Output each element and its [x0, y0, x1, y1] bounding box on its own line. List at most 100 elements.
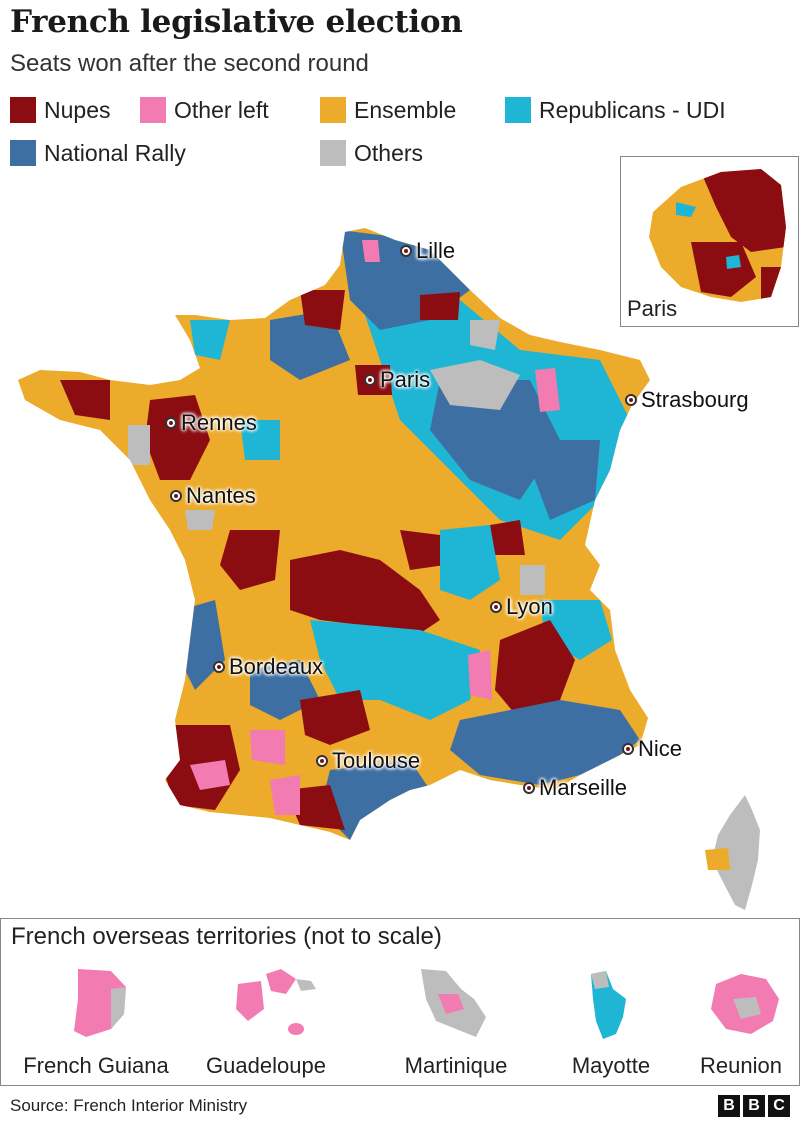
territory-french-guiana: French Guiana [16, 959, 176, 1079]
region-otherleft-meuse [535, 368, 560, 412]
territory-reunion: Reunion [661, 959, 800, 1079]
legend-swatch-others [320, 140, 346, 166]
territory-label: Reunion [700, 1053, 782, 1078]
source-note: Source: French Interior Ministry [10, 1096, 248, 1115]
city-nantes: Nantes [170, 483, 256, 509]
french-guiana-shape [74, 969, 126, 1037]
city-marker-icon [622, 743, 634, 755]
territory-martinique: Martinique [376, 959, 536, 1079]
legend-label: Nupes [44, 96, 111, 123]
legend-swatch-nupes [10, 97, 36, 123]
reunion-shape [711, 974, 779, 1034]
city-lille: Lille [400, 238, 455, 264]
city-label: Bordeaux [229, 654, 324, 679]
guadeloupe-shape [236, 969, 316, 1035]
city-marker-icon [165, 417, 177, 429]
bbc-logo: B B C [718, 1095, 790, 1117]
region-nupes-central [290, 550, 440, 640]
city-label: Nice [638, 736, 683, 761]
legend-item-national-rally: National Rally [10, 138, 186, 168]
city-marker-icon [400, 245, 412, 257]
region-nupes-finistere [60, 380, 110, 420]
city-toulouse: Toulouse [316, 748, 420, 774]
city-label: Strasbourg [641, 387, 749, 412]
city-label: Lille [416, 238, 456, 263]
france-map [18, 228, 760, 910]
chart-subtitle: Seats won after the second round [10, 50, 369, 77]
city-label: Rennes [181, 410, 257, 435]
legend: Nupes Other left Ensemble Republicans - … [10, 95, 790, 173]
legend-item-ensemble: Ensemble [320, 95, 456, 125]
region-nupes-lille-area [420, 292, 460, 320]
corsica-ensemble [705, 848, 730, 870]
region-others-loire [185, 510, 215, 530]
city-bordeaux: Bordeaux [213, 654, 323, 680]
territory-guadeloupe: Guadeloupe [186, 959, 346, 1079]
city-strasbourg: Strasbourg [625, 387, 749, 413]
inset-nupes-east [761, 267, 786, 302]
region-others-brittany [128, 425, 150, 465]
city-marker-icon [523, 782, 535, 794]
city-rennes: Rennes [165, 410, 257, 436]
region-republicans-manche [190, 320, 230, 360]
region-republicans-mayenne [240, 420, 280, 460]
inset-nupes-south [691, 242, 756, 297]
bbc-logo-letter: B [718, 1095, 740, 1117]
city-marker-icon [625, 394, 637, 406]
legend-label: Ensemble [354, 96, 457, 123]
region-nupes-rhone [495, 620, 575, 720]
city-label: Marseille [539, 775, 628, 800]
legend-label: Other left [174, 96, 269, 123]
territory-mayotte: Mayotte [531, 959, 691, 1079]
region-nupes-seine-maritime [300, 290, 345, 330]
city-label: Paris [380, 367, 431, 392]
region-nupes-west [220, 530, 280, 590]
city-paris: Paris [364, 367, 430, 393]
region-otherleft-drome [468, 650, 492, 700]
city-label: Nantes [186, 483, 256, 508]
city-label: Toulouse [332, 748, 421, 773]
city-marseille: Marseille [523, 775, 627, 801]
paris-inset-map [649, 169, 786, 302]
bbc-logo-letter: C [768, 1095, 790, 1117]
legend-swatch-other-left [140, 97, 166, 123]
region-nupes-tarn [300, 690, 370, 745]
overseas-panel: French overseas territories (not to scal… [0, 918, 800, 1086]
region-rn-languedoc [320, 760, 430, 840]
region-nupes-brittany [145, 395, 210, 480]
legend-swatch-national-rally [10, 140, 36, 166]
city-marker-icon [490, 601, 502, 613]
legend-item-others: Others [320, 138, 423, 168]
mayotte-shape [591, 971, 626, 1039]
region-others-north [470, 320, 500, 350]
inset-republicans [676, 202, 696, 217]
territory-label: Guadeloupe [206, 1053, 326, 1078]
corsica-region [712, 795, 760, 910]
legend-item-nupes: Nupes [10, 95, 110, 125]
inset-nupes-north [701, 169, 786, 252]
inset-republicans-2 [726, 255, 741, 269]
city-marker-icon [316, 755, 328, 767]
region-others-ain [520, 565, 545, 595]
city-marker-icon [213, 661, 225, 673]
region-otherleft-landes [190, 760, 230, 790]
city-label: Lyon [506, 594, 553, 619]
legend-label: Others [354, 139, 424, 166]
territory-label: Martinique [404, 1053, 508, 1078]
legend-swatch-ensemble [320, 97, 346, 123]
region-nupes-burgundy [490, 520, 525, 555]
region-nupes-centre2 [400, 530, 445, 570]
city-nice: Nice [622, 736, 682, 762]
legend-swatch-republicans-udi [505, 97, 531, 123]
legend-label: Republicans - UDI [539, 96, 726, 123]
bbc-logo-letter: B [743, 1095, 765, 1117]
region-otherleft-gers [250, 730, 285, 765]
territory-label: French Guiana [23, 1053, 169, 1078]
martinique-shape [421, 969, 486, 1037]
region-rn-champagne [430, 380, 560, 500]
legend-item-other-left: Other left [140, 95, 269, 125]
overseas-title: French overseas territories (not to scal… [11, 923, 442, 950]
legend-label: National Rally [44, 139, 186, 166]
chart-title: French legislative election [10, 4, 463, 40]
city-marker-icon [170, 490, 182, 502]
